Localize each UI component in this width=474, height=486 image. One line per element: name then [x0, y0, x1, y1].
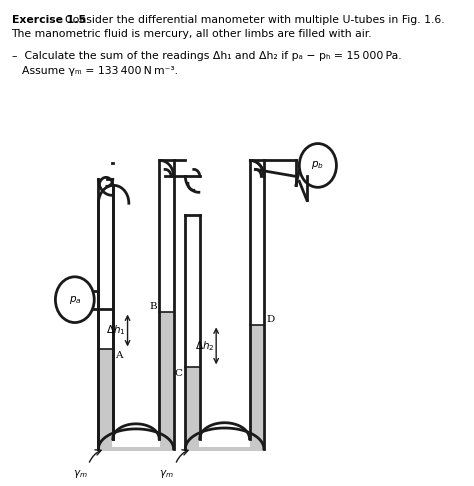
Bar: [250, 325, 263, 447]
Text: $\gamma_m$: $\gamma_m$: [73, 468, 87, 480]
Bar: [160, 312, 173, 447]
Bar: [99, 447, 173, 451]
Text: –  Calculate the sum of the readings Δh₁ and Δh₂ if pₐ − pₕ = 15 000 Pa.: – Calculate the sum of the readings Δh₁ …: [11, 51, 401, 61]
Bar: [99, 349, 112, 447]
Text: Assume γₘ = 133 400 N m⁻³.: Assume γₘ = 133 400 N m⁻³.: [22, 66, 178, 76]
Text: $\it{\Delta h_1}$: $\it{\Delta h_1}$: [106, 324, 126, 337]
Text: $p_a$: $p_a$: [69, 294, 81, 306]
Text: The manometric fluid is mercury, all other limbs are filled with air.: The manometric fluid is mercury, all oth…: [11, 29, 372, 39]
Text: $\it{\Delta h_2}$: $\it{\Delta h_2}$: [195, 339, 214, 353]
Text: A: A: [115, 351, 123, 361]
Circle shape: [299, 143, 337, 187]
Text: Exercise 1.5: Exercise 1.5: [11, 15, 85, 25]
Bar: [186, 447, 263, 451]
Text: $p_b$: $p_b$: [311, 159, 324, 172]
Text: $\gamma_m$: $\gamma_m$: [159, 468, 174, 480]
Bar: [186, 367, 199, 447]
Text: D: D: [266, 314, 274, 324]
Circle shape: [55, 277, 94, 323]
Text: C: C: [174, 369, 182, 378]
Text: B: B: [149, 302, 157, 311]
Text: Consider the differential manometer with multiple U-tubes in Fig. 1.6.: Consider the differential manometer with…: [58, 15, 445, 25]
